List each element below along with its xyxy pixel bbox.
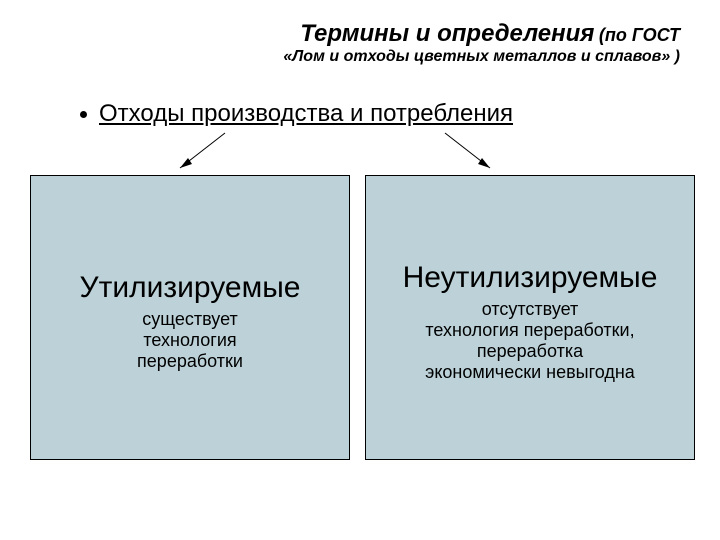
arrow-right bbox=[440, 128, 500, 178]
box-desc-line: отсутствует bbox=[366, 299, 694, 320]
box-desc-line: технология bbox=[31, 330, 349, 351]
box-nonrecyclable: Неутилизируемые отсутствуеттехнология пе… bbox=[365, 175, 695, 460]
box-recyclable: Утилизируемые существуеттехнологияперера… bbox=[30, 175, 350, 460]
box-desc-line: существует bbox=[31, 309, 349, 330]
slide: Термины и определения (по ГОСТ «Лом и от… bbox=[0, 0, 720, 540]
bullet-dot bbox=[80, 111, 87, 118]
title-main: Термины и определения bbox=[300, 20, 594, 47]
box-desc-line: переработка bbox=[366, 341, 694, 362]
title-block: Термины и определения (по ГОСТ bbox=[300, 20, 680, 48]
box-desc-line: переработки bbox=[31, 351, 349, 372]
box-left-title: Утилизируемые bbox=[31, 271, 349, 305]
bullet-row: Отходы производства и потребления bbox=[80, 100, 513, 128]
box-right-title: Неутилизируемые bbox=[366, 261, 694, 295]
bullet-text: Отходы производства и потребления bbox=[99, 100, 513, 128]
box-right-desc: отсутствуеттехнология переработки,перера… bbox=[366, 299, 694, 383]
subtitle-block: «Лом и отходы цветных металлов и сплавов… bbox=[283, 48, 680, 66]
box-left-desc: существуеттехнологияпереработки bbox=[31, 309, 349, 372]
arrow-left bbox=[170, 128, 230, 178]
box-desc-line: технология переработки, bbox=[366, 320, 694, 341]
title-context: (по ГОСТ bbox=[599, 25, 680, 45]
box-desc-line: экономически невыгодна bbox=[366, 362, 694, 383]
title-sub: «Лом и отходы цветных металлов и сплавов… bbox=[283, 48, 680, 65]
